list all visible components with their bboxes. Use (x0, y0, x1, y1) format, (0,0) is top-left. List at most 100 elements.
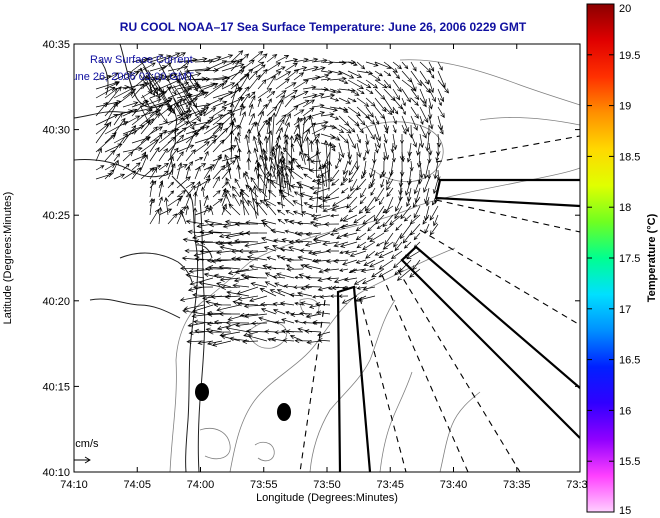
current-vector-arrow (244, 134, 250, 153)
current-vector-arrow (425, 133, 430, 152)
current-vector-arrow (250, 281, 268, 288)
current-vector-arrow (216, 304, 241, 312)
x-axis-label: Longitude (Degrees:Minutes) (256, 492, 398, 504)
current-vector-arrow (203, 126, 223, 144)
current-vector-arrow (437, 106, 445, 119)
current-vector-arrow (406, 151, 412, 163)
y-axis-ticks: 40:35 40:30 40:25 40:20 40:15 40:10 (42, 39, 580, 479)
current-vector-arrow (167, 134, 185, 153)
current-vector-arrow (243, 313, 268, 319)
current-vector-arrow (122, 125, 145, 135)
current-vector-arrow (329, 115, 340, 120)
current-vector-arrow (392, 79, 402, 93)
current-vector-arrow (194, 106, 210, 117)
current-vector-arrow (248, 250, 268, 255)
current-vector-arrow (329, 124, 345, 133)
current-vector-arrow (374, 79, 388, 89)
current-vector-arrow (179, 295, 205, 302)
current-vector-arrow (394, 268, 403, 276)
current-vector-arrow (149, 78, 162, 90)
current-vector-arrow (302, 320, 313, 325)
current-vector-arrow (289, 135, 295, 171)
current-vector-arrow (221, 63, 245, 72)
current-vector-arrow (194, 91, 209, 99)
current-vector-arrow (383, 79, 392, 89)
current-vector-arrow (333, 241, 349, 248)
current-vector-arrow (304, 241, 322, 247)
current-vector-arrow (326, 248, 340, 254)
current-vector-arrow (302, 93, 318, 99)
current-vector-arrow (185, 76, 207, 82)
current-vector-arrow (284, 82, 297, 90)
current-vector-arrow (224, 294, 241, 300)
current-vector-arrow (358, 205, 367, 214)
current-vector-arrow (280, 255, 295, 261)
current-vector-arrow (374, 124, 382, 142)
current-vector-arrow (246, 255, 268, 261)
colorbar-tick-label: 17 (619, 304, 631, 316)
current-vector-arrow (413, 205, 421, 219)
y-tick-label: 40:25 (42, 210, 70, 222)
current-vector-arrow (294, 275, 304, 280)
current-vector-arrow (299, 151, 304, 162)
current-vector-arrow (374, 214, 385, 225)
current-vector-arrow (187, 322, 205, 328)
current-vector-arrow (281, 237, 295, 243)
current-vector-arrow (243, 331, 259, 337)
current-vector-arrow (185, 125, 210, 135)
current-vector-arrow (331, 205, 349, 212)
current-vector-arrow (167, 65, 189, 72)
current-vector-arrow (423, 178, 430, 193)
current-vector-arrow (410, 70, 422, 87)
x-tick-label: 73:50 (313, 479, 341, 491)
current-vector-arrow (346, 196, 358, 209)
current-vector-arrow (192, 207, 198, 225)
current-vector-arrow (167, 162, 176, 180)
current-vector-arrow (203, 164, 216, 171)
current-vector-arrow (140, 110, 159, 126)
current-vector-arrow (185, 193, 192, 207)
current-vector-arrow (257, 110, 265, 126)
current-vector-arrow (143, 66, 160, 92)
current-vector-arrow (212, 153, 222, 171)
current-vector-arrow (359, 196, 367, 205)
current-vector-arrow (167, 98, 183, 117)
current-vector-arrow (192, 191, 198, 207)
current-vector-arrow (266, 129, 273, 144)
current-vector-arrow (252, 185, 259, 216)
current-vector-arrow (208, 264, 232, 270)
current-vector-arrow (208, 329, 232, 335)
current-vector-arrow (305, 275, 322, 281)
current-vector-arrow (215, 250, 232, 255)
current-vector-arrow (305, 136, 311, 171)
current-vector-arrow (300, 116, 307, 154)
current-vector-arrow (245, 170, 250, 180)
current-vector-arrow (212, 164, 226, 180)
current-vector-arrow (194, 157, 204, 162)
current-vector-arrow (410, 115, 418, 131)
y-tick-label: 40:30 (42, 125, 70, 137)
current-vector-arrow (218, 311, 241, 317)
current-vector-arrow (329, 60, 347, 66)
current-vector-arrow (369, 259, 385, 268)
y-axis-label: Latitude (Degrees:Minutes) (2, 192, 14, 325)
current-vector-arrow (436, 169, 441, 181)
current-vector-arrow (231, 256, 250, 262)
current-vector-arrow (209, 222, 232, 228)
current-vector-arrow (329, 232, 340, 236)
current-vector-arrow (167, 52, 186, 63)
current-vector-arrow (275, 114, 287, 126)
current-vector-arrow (383, 223, 394, 233)
current-vector-arrow (185, 125, 205, 144)
current-vector-arrow (362, 214, 376, 225)
current-vector-arrow (167, 195, 184, 207)
current-vector-arrow (410, 97, 419, 106)
current-vector-arrow (266, 71, 282, 81)
current-vector-arrow (185, 149, 196, 162)
current-vector-arrow (285, 210, 295, 216)
current-vector-arrow (329, 88, 342, 94)
current-vector-arrow (428, 61, 435, 72)
current-vector-arrow (300, 285, 313, 291)
current-vector-arrow (367, 232, 376, 240)
current-vector-arrow (347, 124, 356, 133)
